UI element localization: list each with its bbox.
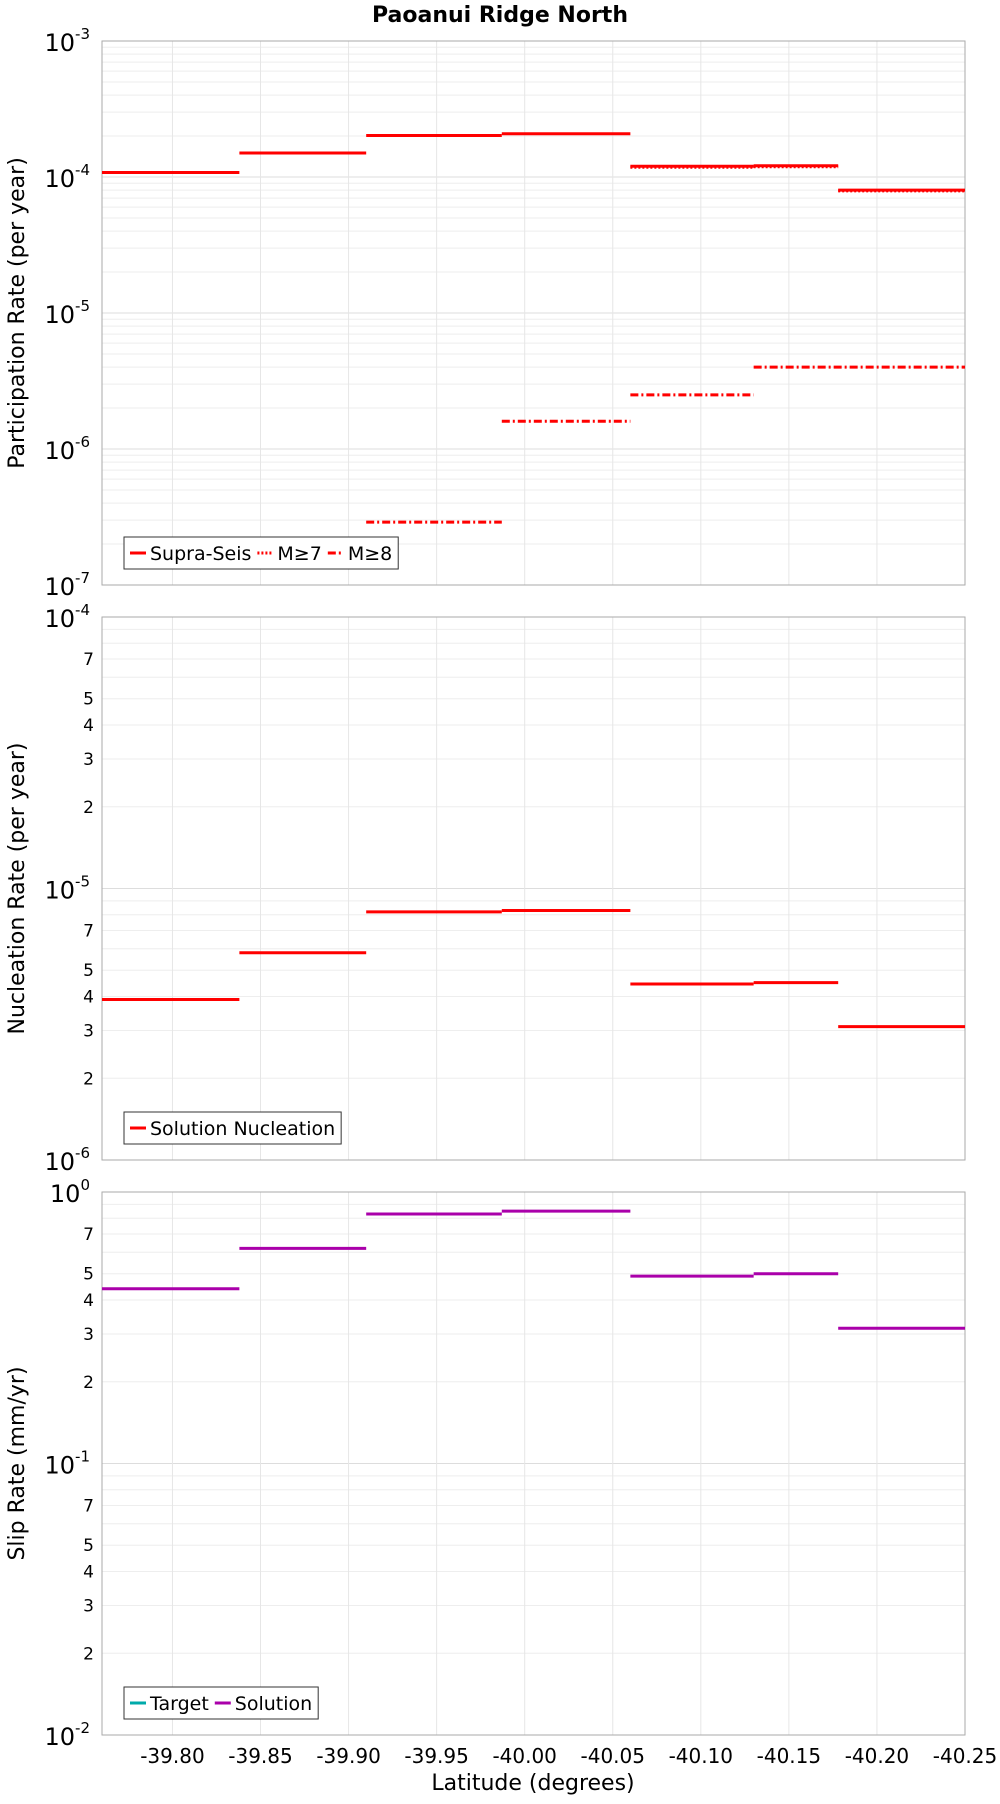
y-tick-exponent: -7 [75, 569, 90, 587]
y-tick-label-minor: 3 [83, 1021, 94, 1041]
y-tick-base: 10 [44, 877, 75, 905]
y-tick-label-major: 10-5 [44, 297, 90, 329]
y-tick-label-major: 10-5 [44, 873, 90, 905]
y-tick-label-minor: 5 [83, 690, 94, 710]
y-tick-label-minor: 2 [83, 798, 94, 818]
legend-label: Target [149, 1693, 209, 1715]
y-tick-exponent: -5 [75, 873, 90, 891]
legend-box-3 [123, 1686, 319, 1720]
y-tick-label-minor: 4 [83, 716, 94, 736]
y-tick-label-major: 10-3 [44, 25, 90, 57]
y-axis-label-2: Nucleation Rate (per year) [5, 743, 30, 1035]
legend-box-2 [123, 1111, 342, 1145]
plot-border-1 [101, 40, 966, 586]
legend-label: M≥8 [348, 543, 392, 565]
y-tick-base: 10 [44, 1723, 75, 1751]
y-tick-base: 10 [44, 605, 75, 633]
legend-box-1 [123, 536, 399, 570]
y-tick-exponent: -5 [75, 297, 90, 315]
y-tick-label-major: 10-4 [44, 161, 90, 193]
y-tick-base: 10 [44, 573, 75, 601]
x-tick-label: -40.20 [845, 1744, 909, 1768]
y-tick-label-major: 10-6 [44, 433, 90, 465]
y-tick-label-minor: 2 [83, 1644, 94, 1664]
x-tick-label: -39.95 [404, 1744, 468, 1768]
y-tick-label-minor: 3 [83, 750, 94, 770]
y-tick-label-major: 10-7 [44, 569, 90, 601]
y-tick-base: 10 [44, 1148, 75, 1176]
y-tick-base: 10 [44, 29, 75, 57]
y-tick-label-major: 10-4 [44, 601, 90, 633]
y-tick-exponent: -6 [75, 433, 90, 451]
y-tick-exponent: -6 [75, 1144, 90, 1162]
x-tick-label: -39.80 [140, 1744, 204, 1768]
y-tick-label-minor: 7 [83, 922, 94, 942]
x-tick-label: -40.05 [581, 1744, 645, 1768]
plot-border-3 [101, 1191, 966, 1736]
y-tick-label-minor: 4 [83, 1291, 94, 1311]
y-tick-label-minor: 7 [83, 1497, 94, 1517]
y-tick-base: 10 [44, 1452, 75, 1480]
x-tick-label: -40.10 [669, 1744, 733, 1768]
y-tick-label-minor: 2 [83, 1069, 94, 1089]
y-tick-base: 10 [44, 301, 75, 329]
y-tick-exponent: -4 [75, 601, 90, 619]
y-tick-label-minor: 5 [83, 1536, 94, 1556]
x-tick-label: -40.25 [933, 1744, 997, 1768]
y-tick-label-major: 100 [50, 1176, 90, 1208]
y-tick-label-minor: 7 [83, 650, 94, 670]
y-tick-exponent: -4 [75, 161, 90, 179]
y-tick-exponent: 0 [80, 1176, 90, 1194]
y-axis-label-1: Participation Rate (per year) [5, 157, 30, 469]
x-tick-label: -39.85 [228, 1744, 292, 1768]
legend-label: Supra-Seis [150, 543, 251, 565]
legend-label: Solution Nucleation [150, 1118, 335, 1140]
legend-label: M≥7 [277, 543, 321, 565]
y-tick-label-minor: 3 [83, 1596, 94, 1616]
x-axis-label: Latitude (degrees) [431, 1771, 634, 1796]
y-tick-base: 10 [44, 165, 75, 193]
y-tick-label-minor: 5 [83, 961, 94, 981]
y-tick-base: 10 [50, 1180, 81, 1208]
y-tick-exponent: -2 [75, 1719, 90, 1737]
plot-border-2 [101, 616, 966, 1161]
y-tick-base: 10 [44, 437, 75, 465]
y-tick-exponent: -1 [75, 1448, 90, 1466]
y-tick-label-minor: 3 [83, 1325, 94, 1345]
y-tick-exponent: -3 [75, 25, 90, 43]
legend-label: Solution [235, 1693, 312, 1715]
chart-title: Paoanui Ridge North [372, 3, 628, 28]
y-tick-label-major: 10-1 [44, 1448, 90, 1480]
y-tick-label-minor: 2 [83, 1373, 94, 1393]
y-tick-label-minor: 4 [83, 988, 94, 1008]
y-tick-label-minor: 7 [83, 1225, 94, 1245]
x-tick-label: -40.00 [492, 1744, 556, 1768]
x-tick-label: -39.90 [316, 1744, 380, 1768]
y-tick-label-minor: 5 [83, 1265, 94, 1285]
y-axis-label-3: Slip Rate (mm/yr) [5, 1366, 30, 1560]
y-tick-label-minor: 4 [83, 1563, 94, 1583]
y-tick-label-major: 10-6 [44, 1144, 90, 1176]
x-tick-label: -40.15 [757, 1744, 821, 1768]
y-tick-label-major: 10-2 [44, 1719, 90, 1751]
